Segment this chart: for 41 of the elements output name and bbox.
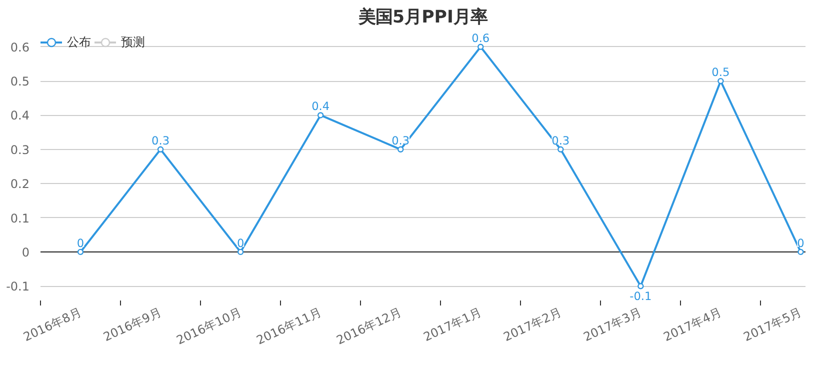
x-tick-label: 2017年2月 <box>501 305 564 344</box>
data-label: 0.3 <box>392 133 410 148</box>
x-tick-label: 2016年9月 <box>101 305 164 344</box>
legend-label: 预测 <box>121 34 145 50</box>
y-tick-label: 0.5 <box>10 74 30 89</box>
chart-title: 美国5月PPI月率 <box>358 6 488 28</box>
y-tick-label: 0.4 <box>10 108 30 123</box>
data-label: 0.3 <box>152 133 170 148</box>
x-tick-label: 2017年5月 <box>741 305 804 344</box>
point <box>157 146 164 153</box>
x-tick-label: 2016年8月 <box>21 305 84 344</box>
x-tick-label: 2017年3月 <box>581 305 644 344</box>
data-label: 0.5 <box>712 65 730 80</box>
data-label: 0.3 <box>552 133 570 148</box>
x-tick-label: 2017年1月 <box>421 305 484 344</box>
y-tick-label: 0.2 <box>10 177 30 192</box>
data-label: 0.4 <box>312 99 330 114</box>
y-tick-label: -0.1 <box>6 280 30 294</box>
y-tick-label: 0.3 <box>10 142 30 157</box>
x-tick-label: 2016年11月 <box>254 305 324 348</box>
legend-label: 公布 <box>67 34 91 50</box>
point <box>558 146 564 153</box>
point <box>237 248 244 256</box>
point <box>798 248 804 256</box>
point <box>317 112 324 118</box>
y-tick-label: 0.6 <box>10 40 30 54</box>
data-label: 0 <box>797 236 804 250</box>
data-label: 0.6 <box>472 30 490 45</box>
point <box>77 248 84 256</box>
point <box>718 78 724 84</box>
data-label: -0.1 <box>630 289 652 304</box>
y-tick-label: 0.1 <box>10 211 30 226</box>
x-tick-label: 2016年10月 <box>174 305 244 348</box>
y-tick-label: 0 <box>22 245 30 260</box>
x-tick-label: 2016年12月 <box>334 305 404 348</box>
point <box>478 44 484 50</box>
data-label: 0 <box>236 236 244 250</box>
x-tick-label: 2017年4月 <box>661 305 724 344</box>
point <box>638 283 644 290</box>
data-label: 0 <box>76 236 84 250</box>
point <box>397 146 404 153</box>
